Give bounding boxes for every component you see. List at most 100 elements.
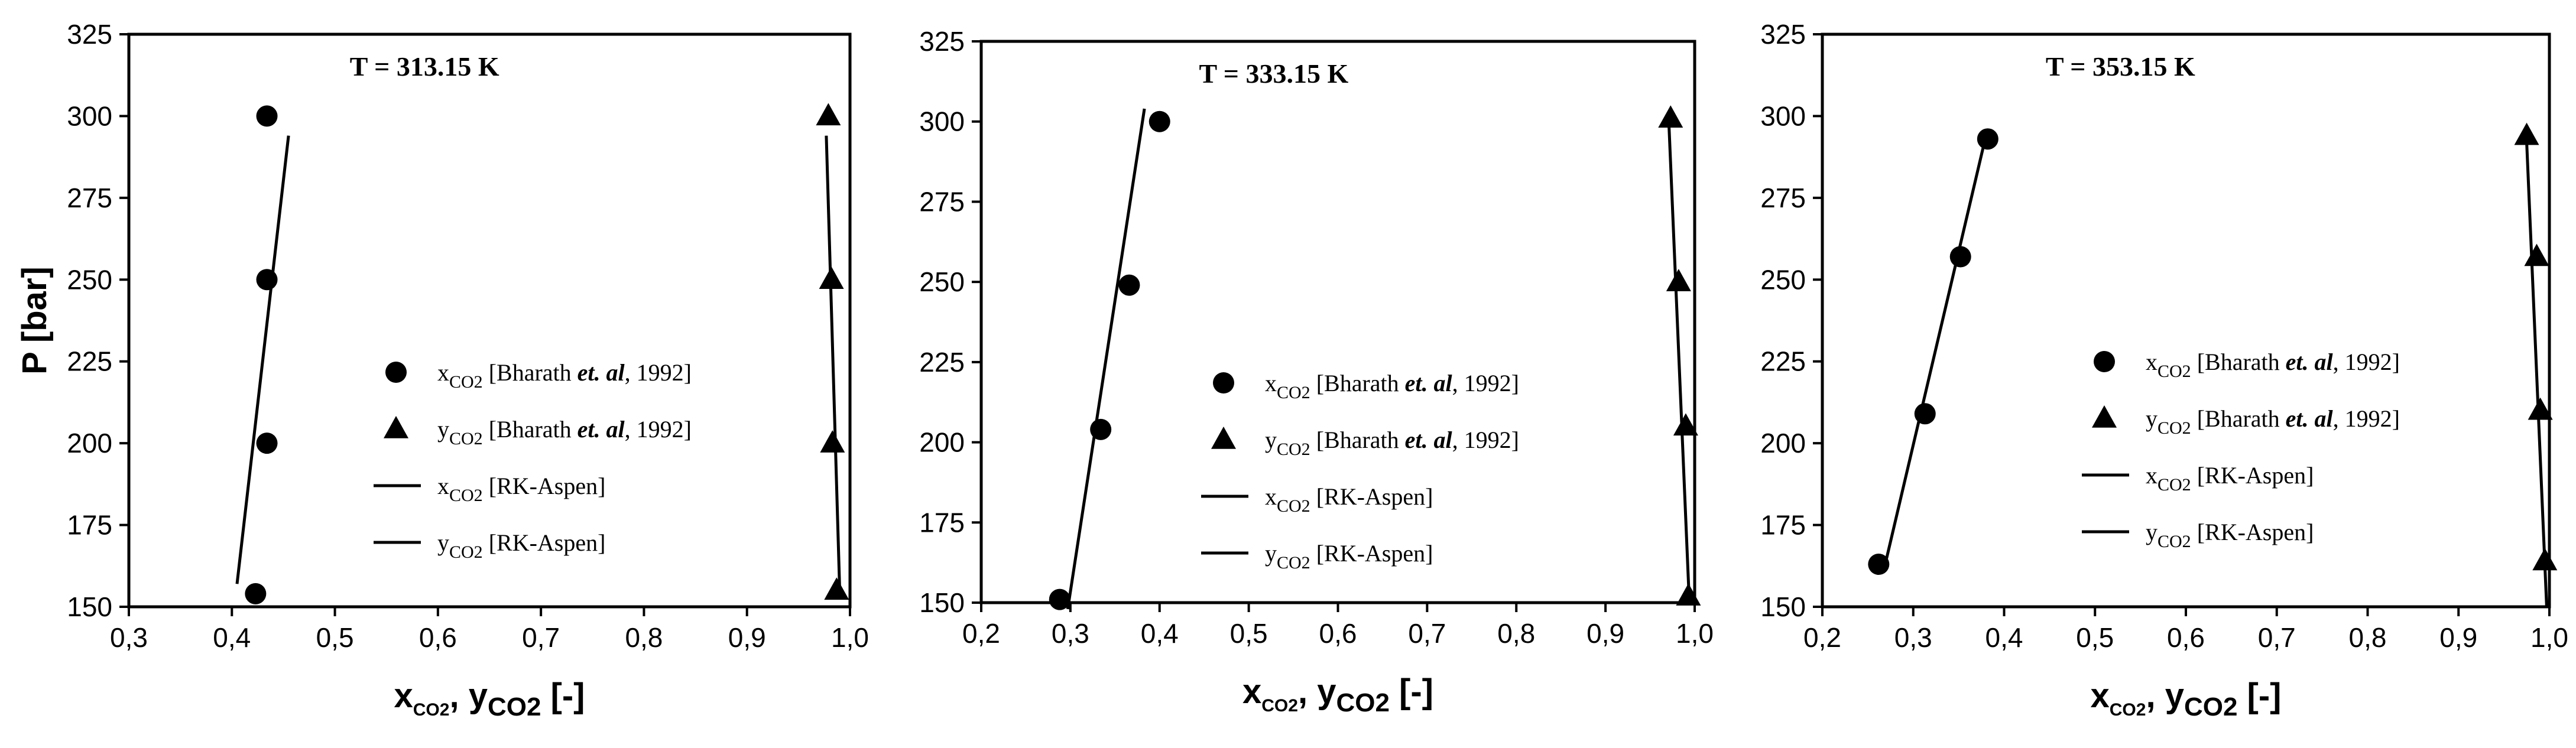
chart-2: 0,2 0,3 0,4 0,5 0,6 0,7 0,8 0,9 1,0 150 175 200 225 2… (919, 26, 1714, 717)
y-tick-label: 300 (67, 100, 112, 131)
legend-label: [RK-Aspen] (1310, 540, 1433, 567)
chart-1: 0,3 0,4 0,5 0,6 0,7 0,8 0,9 1,0 150 175 200 225 250 2… (15, 19, 869, 721)
x-tick-label: 0,2 (962, 618, 1000, 649)
legend-var: x (1265, 483, 1277, 510)
series-2-point (1673, 413, 1698, 436)
y-tick-label: 175 (919, 507, 965, 538)
series-1-point (1049, 588, 1070, 610)
y-tick-label: 250 (67, 264, 112, 295)
legend-sub: CO2 (2158, 362, 2191, 381)
series-3-line (1884, 135, 1988, 562)
x-tick-label: 0,8 (625, 622, 663, 653)
x-tick-label: 0,6 (419, 622, 457, 653)
legend-var: y (437, 529, 449, 556)
legend-tail: , 1992] (1452, 370, 1519, 396)
legend-entry-3: xCO2 [RK-Aspen] (1265, 483, 1433, 516)
legend-marker-triangle (2092, 405, 2117, 428)
y-tick-label: 200 (919, 427, 965, 458)
legend-var: y (1265, 540, 1277, 567)
plot-frame (979, 40, 1696, 604)
legend-sub: CO2 (2158, 475, 2191, 495)
x-tick-label: 0,3 (110, 622, 148, 653)
x-axis-label: xCO2, yCO2 [-] (394, 677, 585, 721)
legend-var: x (1265, 370, 1277, 396)
y-axis-label: P [bar] (15, 266, 54, 375)
legend-sub: CO2 (1277, 496, 1310, 516)
chart-title: T = 353.15 K (2046, 51, 2195, 82)
legend-sub: CO2 (1277, 383, 1310, 402)
x-axis-label-y-sub: CO2 (2184, 692, 2237, 721)
x-tick-label: 0,4 (1141, 618, 1179, 649)
x-tick-label: 0,2 (1803, 622, 1841, 653)
y-tick-label: 325 (919, 26, 965, 57)
series-1-point (1977, 128, 1998, 150)
series-3-line (235, 135, 290, 584)
series-1-point (256, 269, 278, 291)
series-1-point (256, 105, 278, 127)
series-2-point (2514, 122, 2539, 145)
legend-entry-3: xCO2 [RK-Aspen] (437, 473, 605, 505)
series-3-line (1066, 108, 1146, 610)
x-axis-label-x-sub: CO2 (413, 700, 450, 720)
y-tick-label: 275 (1760, 183, 1806, 213)
x-tick-label: 0,3 (1052, 618, 1089, 649)
legend: xCO2 [Bharath et. al, 1992]yCO2 [Bharath… (374, 359, 692, 562)
x-tick-label: 0,9 (1587, 618, 1624, 649)
legend: xCO2 [Bharath et. al, 1992]yCO2 [Bharath… (1201, 370, 1519, 573)
legend-italic: et. al (578, 416, 625, 443)
legend-var: y (2146, 519, 2158, 545)
legend-label: [Bharath (2191, 349, 2286, 375)
series-1-point (1118, 274, 1140, 296)
legend-tail: , 1992] (1452, 427, 1519, 453)
x-axis-label-unit: [-] (541, 677, 585, 715)
legend-label: [RK-Aspen] (2191, 462, 2314, 489)
x-axis-label-sep: , (449, 677, 468, 715)
legend-italic: et. al (2286, 349, 2334, 375)
legend-sub: CO2 (449, 542, 483, 562)
series-1-point (256, 432, 278, 454)
x-tick-label: 0,6 (1319, 618, 1357, 649)
x-tick-label: 0,5 (2076, 622, 2114, 653)
chart-3: 0,2 0,3 0,4 0,5 0,6 0,7 0,8 0,9 1,0 150 175 200 225 2… (1760, 19, 2568, 721)
x-axis-label-y: y (1317, 672, 1336, 711)
x-axis-label-x: x (1242, 672, 1261, 711)
chart-title: T = 333.15 K (1199, 58, 1348, 89)
x-axis-label-x: x (2091, 677, 2110, 715)
x-axis-label-sep: , (2146, 677, 2165, 715)
series-2-point (2528, 397, 2553, 420)
legend-marker-circle (385, 362, 407, 383)
legend-label: [Bharath (2191, 405, 2286, 432)
series-1-point (245, 583, 267, 604)
y-tick-label: 275 (919, 186, 965, 217)
x-tick-label: 1,0 (1676, 618, 1714, 649)
x-axis-label-y: y (469, 677, 488, 715)
chart-title: T = 313.15 K (350, 51, 499, 82)
y-tick-label: 225 (1760, 346, 1806, 377)
y-tick-label: 225 (67, 346, 112, 377)
x-axis-label-y-sub: CO2 (488, 692, 541, 721)
x-axis-label-unit: [-] (1390, 672, 1433, 711)
x-tick-label: 0,5 (1230, 618, 1268, 649)
series-2-point (824, 577, 849, 600)
legend-tail: , 1992] (2333, 405, 2400, 432)
legend-tail: , 1992] (2333, 349, 2400, 375)
legend-label: [Bharath (483, 416, 578, 443)
legend-tail: , 1992] (625, 416, 692, 443)
legend-sub: CO2 (1277, 440, 1310, 459)
series-4-line (825, 135, 842, 591)
y-tick-label: 150 (1760, 591, 1806, 622)
x-tick-label: 0,4 (213, 622, 251, 653)
x-axis-label-unit: [-] (2237, 677, 2281, 715)
y-tick-label: 175 (67, 510, 112, 541)
legend-entry-3: xCO2 [RK-Aspen] (2146, 462, 2314, 495)
series-4-line (2525, 142, 2548, 607)
legend-entry-1: xCO2 [Bharath et. al, 1992] (1265, 370, 1519, 402)
x-tick-label: 1,0 (2530, 622, 2568, 653)
x-tick-label: 0,6 (2167, 622, 2205, 653)
legend-var: y (1265, 427, 1277, 453)
x-axis-label: xCO2, yCO2 [-] (2091, 677, 2282, 721)
legend-sub: CO2 (2158, 418, 2191, 438)
y-tick-label: 175 (1760, 510, 1806, 541)
x-axis-label-x-sub: CO2 (2110, 700, 2146, 720)
legend-entry-4: yCO2 [RK-Aspen] (437, 529, 605, 562)
